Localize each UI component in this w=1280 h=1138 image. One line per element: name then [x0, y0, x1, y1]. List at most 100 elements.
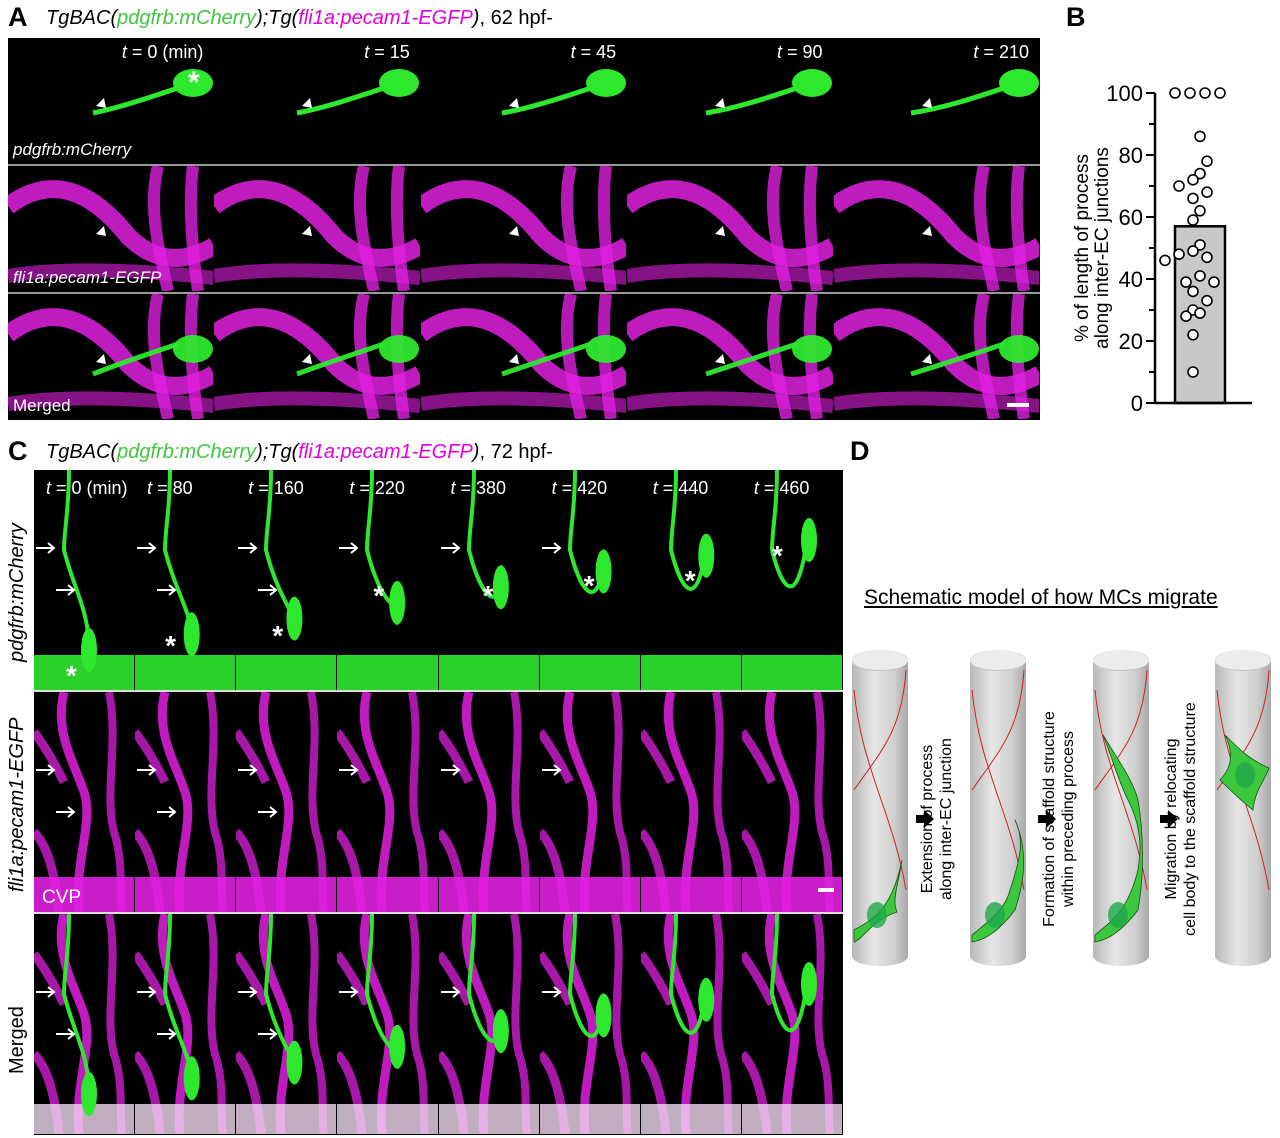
panel-d-title: Schematic model of how MCs migrate [864, 586, 1218, 609]
mural-cell [1094, 734, 1143, 943]
vessel-stroke [562, 692, 597, 912]
arrowhead-icon [921, 226, 932, 236]
cell-body [183, 612, 200, 657]
micrograph-image [627, 166, 833, 291]
vessel-stroke [157, 914, 193, 1134]
schematic-model: Extension of process along inter-EC junct… [850, 640, 1280, 980]
arrow-icon [36, 986, 56, 998]
micrograph-tile: t = 15 [214, 38, 420, 163]
scale-bar [818, 888, 834, 892]
data-point [1187, 192, 1199, 205]
micrograph-image [910, 69, 1039, 116]
data-point [1194, 307, 1206, 319]
cell-body [585, 69, 626, 97]
time-label: t = 220 [349, 478, 405, 498]
process-stroke [296, 85, 386, 116]
micrograph-image [337, 470, 438, 690]
cvp-region [438, 1104, 539, 1134]
micrograph-tile [833, 166, 1039, 291]
cvp-label: CVP [42, 887, 82, 908]
micrograph-image [438, 692, 539, 912]
data-point [1201, 251, 1213, 264]
panel-b-label: B [1066, 2, 1086, 32]
arrow-icon [36, 542, 56, 554]
micrograph-image [34, 470, 135, 690]
micrograph-image [135, 470, 236, 690]
vessel-stroke [663, 914, 699, 1134]
arrow-icon [339, 986, 359, 998]
green-base [741, 655, 842, 690]
cell-nucleus [985, 902, 1005, 928]
vessel-stroke [157, 692, 193, 912]
arrow-icon [339, 542, 359, 554]
micrograph-tile [741, 914, 842, 1134]
arrow-icon [137, 764, 157, 776]
cell-body [792, 69, 833, 97]
micrograph-tile [236, 914, 337, 1134]
micrograph-tile [627, 166, 833, 291]
data-point [1184, 87, 1196, 99]
vessel-stroke [764, 692, 800, 912]
process-stroke [668, 470, 707, 591]
micrograph-image [420, 166, 627, 291]
row-divider [8, 292, 1040, 294]
panel-d-label: D [850, 436, 870, 466]
vessel-stroke [420, 308, 627, 395]
data-point [1201, 155, 1213, 167]
micrograph-tile: t = 0 (min) * [34, 470, 135, 690]
micrograph-tile [741, 692, 842, 912]
data-point [1194, 239, 1206, 251]
data-point [1180, 276, 1192, 288]
micrograph-tile: t = 440 * [640, 470, 741, 690]
micrograph-tile: t = 90 [627, 38, 833, 163]
cvp-region [741, 877, 842, 912]
green-base [539, 655, 640, 690]
cell-nucleus [1235, 762, 1255, 788]
row-label: fli1a:pecam1-EGFP [13, 268, 162, 287]
process-stroke [705, 341, 798, 377]
time-label: t = 380 [450, 478, 507, 498]
time-label: t = 90 [777, 42, 823, 62]
arrowhead-icon [96, 226, 106, 236]
mural-cell [971, 819, 1025, 943]
vessel-stroke [56, 914, 92, 1134]
cylinder-drawing [1094, 669, 1148, 943]
micrograph-image [833, 294, 1039, 419]
micrograph-image [236, 470, 337, 690]
micrograph-image [296, 69, 420, 116]
arrow-icon [238, 764, 258, 776]
micrograph-image [34, 692, 135, 912]
time-label: t = 160 [248, 478, 304, 498]
micrograph-tile: t = 80 * [135, 470, 236, 690]
process-stroke [61, 914, 91, 1095]
y-tick-label: 40 [1119, 267, 1143, 292]
cylinder-top [852, 650, 908, 671]
micrograph-tile [438, 692, 539, 912]
micrograph-tile [539, 914, 640, 1134]
cvp-region [539, 1104, 640, 1134]
arrow-icon [56, 1028, 76, 1040]
step-caption: Migration by relocating cell body to the … [1162, 674, 1200, 964]
data-point [1194, 167, 1206, 180]
micrograph-image [640, 470, 741, 690]
micrograph-tile: t = 160 * [236, 470, 337, 690]
arrow-icon [56, 806, 76, 818]
row-label: pdgfrb:mCherry [13, 140, 132, 159]
row-divider [34, 690, 843, 692]
time-label: t = 15 [364, 42, 410, 62]
data-point [1194, 130, 1206, 143]
cell-body [998, 335, 1039, 363]
right-arrow-icon [1160, 810, 1178, 828]
cvp-region [236, 877, 337, 912]
data-point [1173, 180, 1185, 192]
micrograph-image [135, 692, 236, 912]
micrograph-tile: CVP [34, 692, 135, 912]
cvp-region [640, 877, 741, 912]
process-stroke [296, 341, 386, 377]
arrow-icon [238, 542, 258, 554]
arrow-icon [339, 764, 359, 776]
vessel-stroke [627, 180, 833, 267]
cell-body [492, 565, 509, 610]
process-stroke [769, 470, 809, 589]
